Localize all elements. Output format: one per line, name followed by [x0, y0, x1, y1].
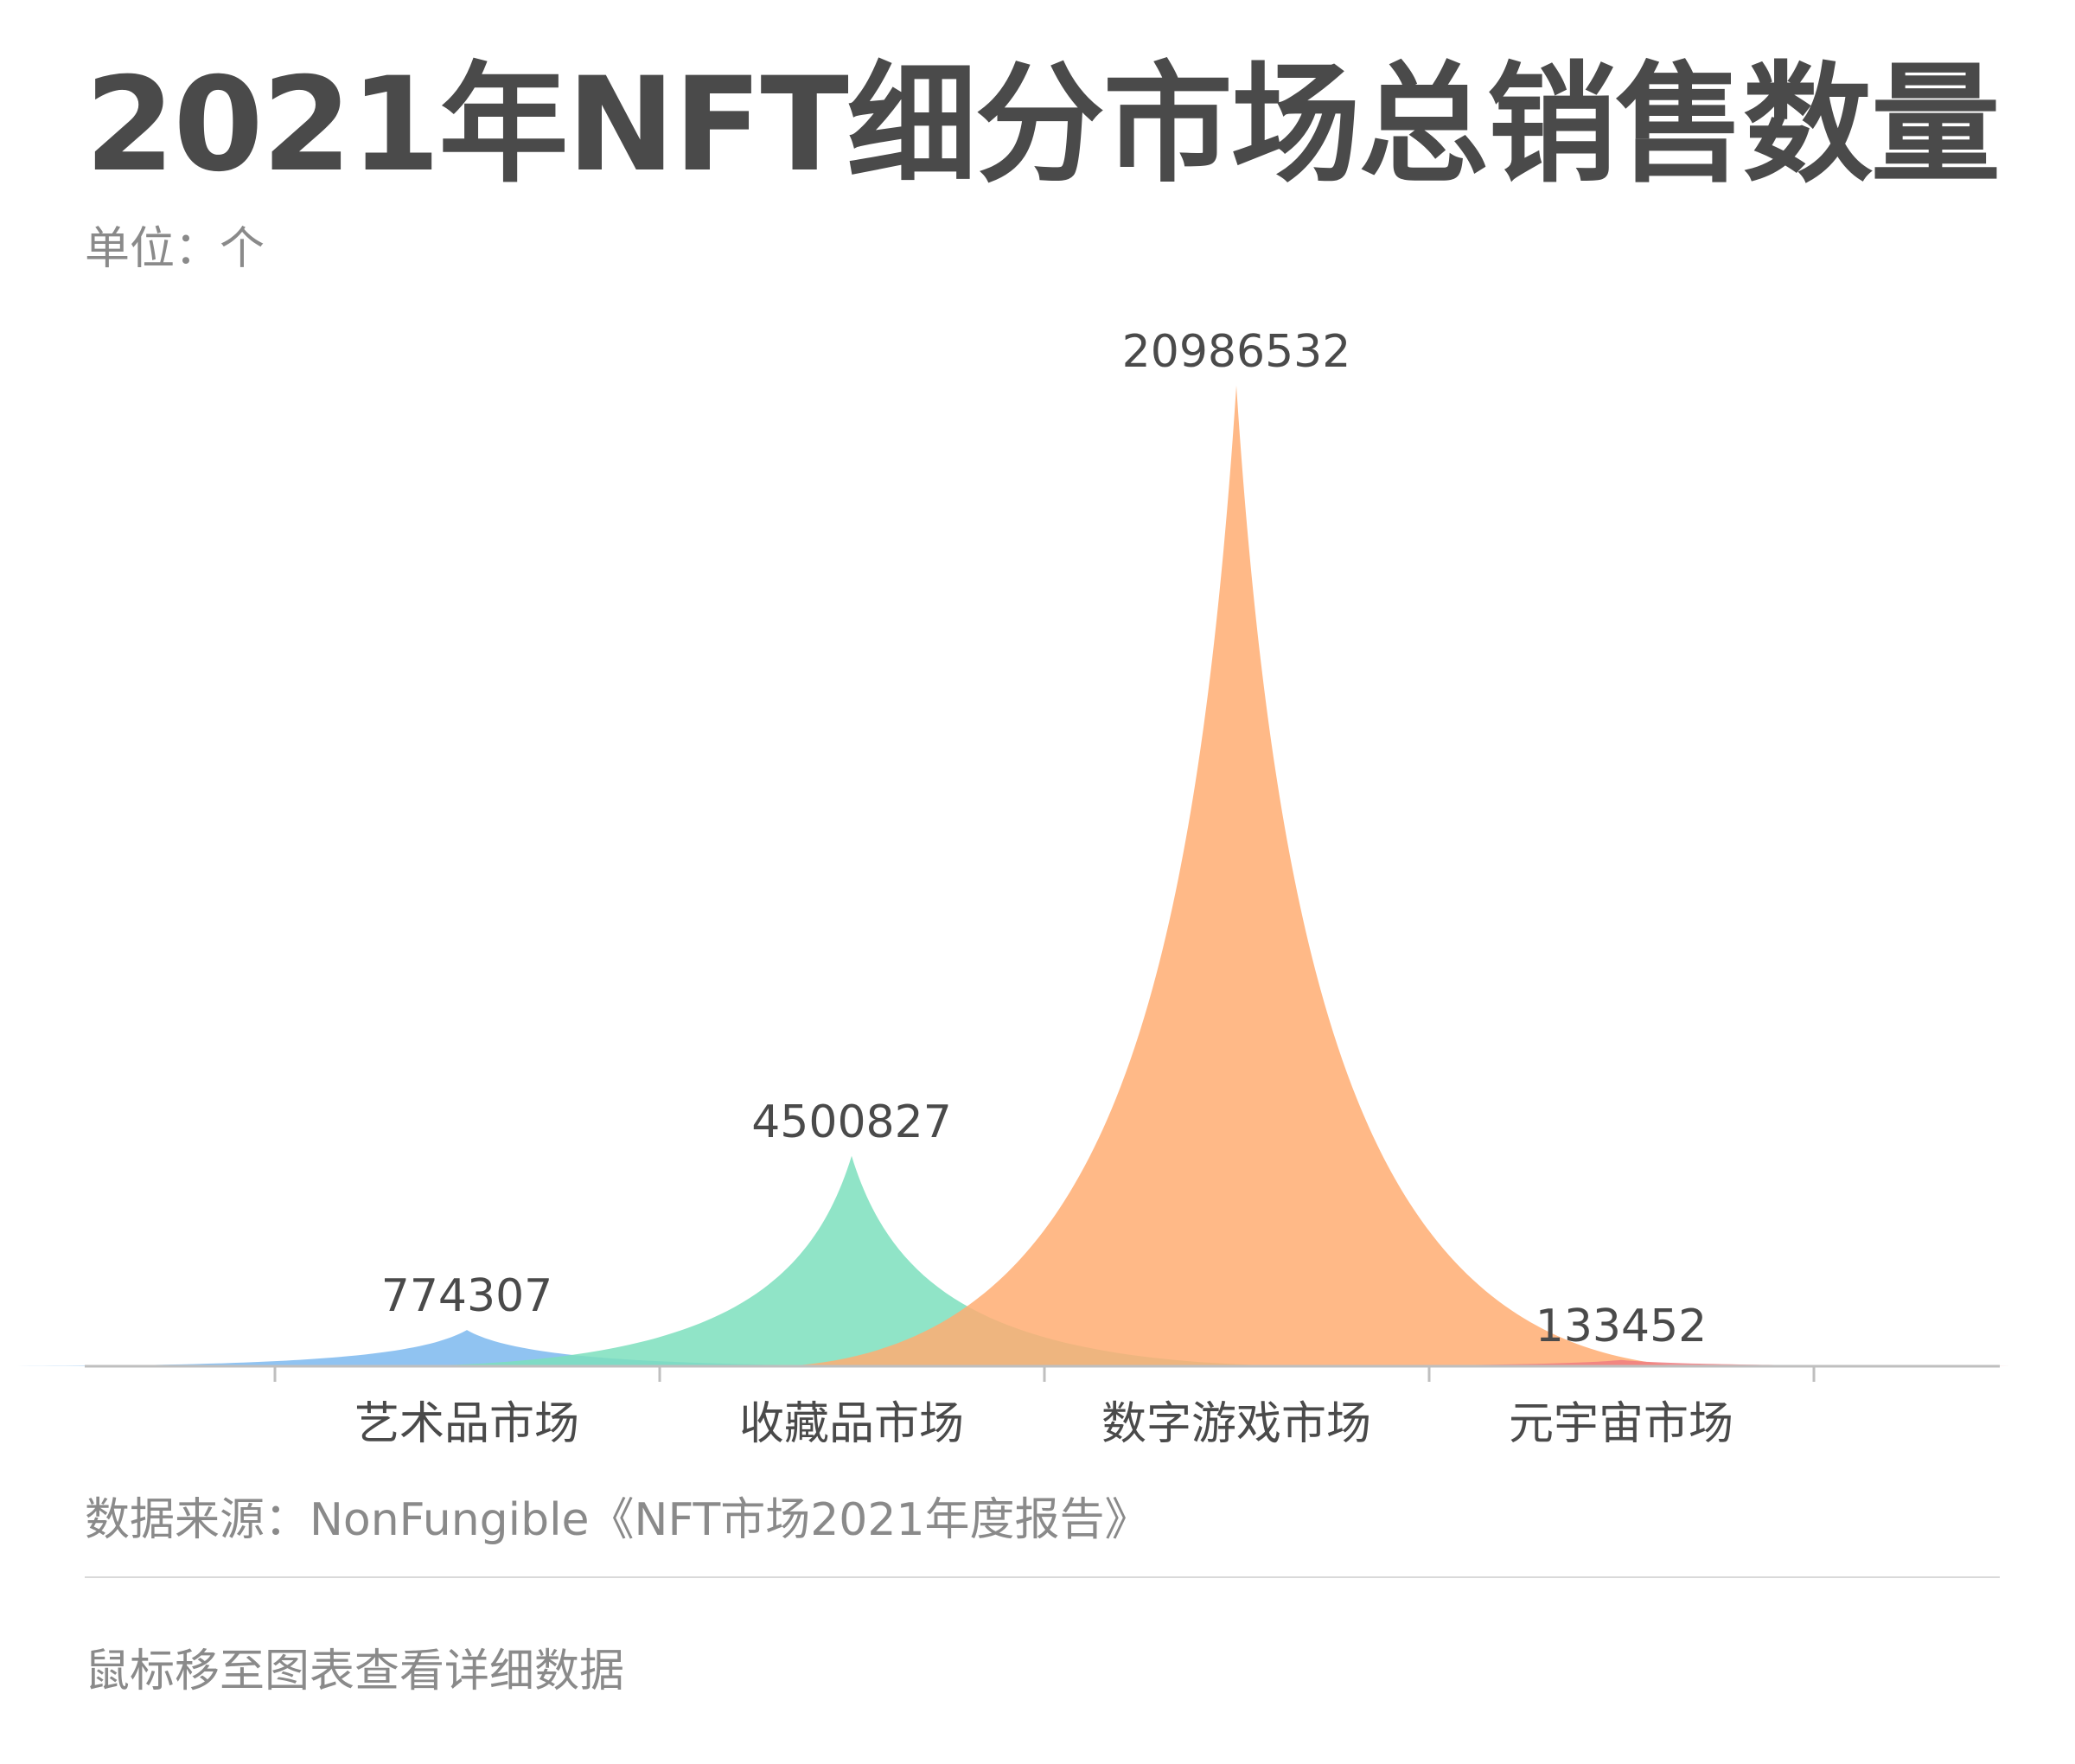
peak-1[interactable]: [17, 1330, 916, 1366]
x-axis-label: 元宇宙市场: [1509, 1398, 1733, 1450]
x-axis-ticks: [273, 1366, 1816, 1382]
x-axis-labels: 艺术品市场 收藏品市场 数字游戏市场 元宇宙市场: [354, 1398, 1733, 1450]
data-label: 20986532: [1122, 326, 1351, 378]
peak-series-group: [17, 386, 2071, 1366]
data-label: 774307: [381, 1270, 553, 1322]
divider: [85, 1576, 2000, 1578]
chart-canvas[interactable]: 艺术品市场 收藏品市场 数字游戏市场 元宇宙市场 774307 4500827 20986…: [0, 0, 2075, 1487]
peak-4[interactable]: [1172, 1359, 2071, 1366]
x-axis-label: 数字游戏市场: [1101, 1398, 1371, 1450]
peak-2[interactable]: [402, 1155, 1301, 1366]
data-label: 133452: [1536, 1301, 1708, 1352]
x-axis-label: 艺术品市场: [354, 1398, 579, 1450]
peak-3[interactable]: [787, 386, 1686, 1366]
chart-title: 2021年NFT细分市场总销售数量: [85, 50, 2001, 201]
data-source-note: 数据来源：NonFungible《NFT市场2021年度报告》: [85, 1494, 1150, 1546]
hover-hint: 鼠标移至图表查看详细数据: [85, 1646, 625, 1697]
data-label: 4500827: [751, 1096, 952, 1148]
data-labels: 774307 4500827 20986532 133452: [381, 326, 1708, 1352]
unit-label: 单位：个: [85, 223, 265, 275]
x-axis-label: 收藏品市场: [739, 1398, 964, 1450]
